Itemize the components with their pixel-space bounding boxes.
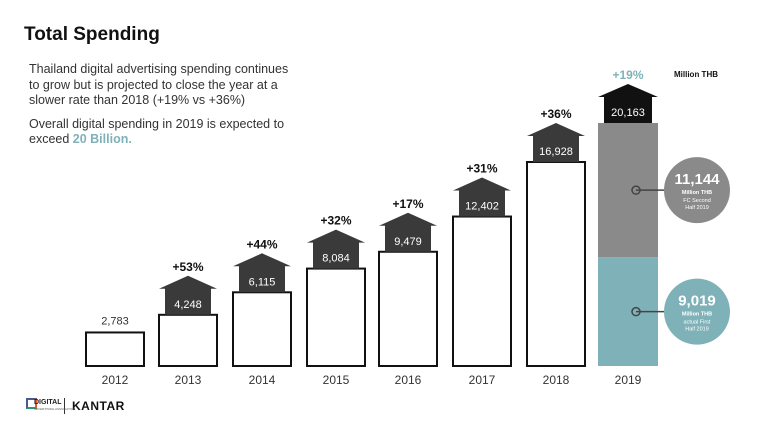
kantar-logo: KANTAR [72, 399, 125, 413]
callout-note-line2-second-half: Half 2019 [685, 205, 709, 211]
description-line2-text: Overall digital spending in 2019 is expe… [29, 116, 285, 147]
growth-arrow-2017 [453, 177, 511, 217]
x-tick-label-2012: 2012 [102, 373, 129, 387]
growth-arrow-2018 [527, 122, 585, 162]
daat-logo-text: DIGITAL [34, 399, 62, 406]
callout-note-line1-second-half: FC Second [683, 198, 711, 204]
callout-unit-second-half: Million THB [682, 190, 712, 196]
bar-2018 [526, 160, 586, 367]
description: Thailand digital advertising spending co… [29, 62, 289, 156]
description-line2: Overall digital spending in 2019 is expe… [29, 117, 289, 148]
data-label-2014: 6,115 [249, 276, 276, 288]
footer: DIGITAL ADVERTISING ASSOCIATION KANTAR [26, 398, 125, 414]
growth-label-2014: +44% [246, 237, 277, 251]
bar-2016 [378, 250, 438, 367]
growth-arrow-2013 [159, 275, 217, 315]
growth-arrow-2015 [307, 229, 365, 269]
description-line1: Thailand digital advertising spending co… [29, 62, 289, 107]
growth-label-2019: +19% [612, 68, 643, 82]
bar-2014 [232, 291, 292, 367]
bar-2013 [158, 313, 218, 367]
growth-label-2018: +36% [540, 107, 571, 121]
x-tick-label-2016: 2016 [395, 373, 422, 387]
growth-label-2015: +32% [320, 214, 351, 228]
growth-label-2016: +17% [392, 197, 423, 211]
data-label-2019: 20,163 [611, 107, 645, 119]
callout-circle-second-half [664, 157, 730, 224]
x-tick-label-2015: 2015 [323, 373, 350, 387]
growth-arrow-2019 [598, 84, 658, 123]
bar-2015 [306, 267, 366, 367]
data-label-2017: 12,402 [465, 201, 499, 213]
data-label-2013: 4,248 [174, 299, 202, 311]
callout-value-first-half: 9,019 [678, 293, 716, 310]
bar-2012 [85, 331, 145, 367]
callout-circle-first-half [664, 278, 730, 345]
callout-value-second-half: 11,144 [674, 171, 720, 188]
growth-arrow-2014 [233, 253, 291, 293]
callout-dot-first-half [631, 306, 641, 317]
bar-2017 [452, 215, 512, 367]
data-label-2012: 2,783 [101, 315, 129, 327]
daat-logo-subtext: ADVERTISING ASSOCIATION [34, 407, 76, 411]
footer-separator [64, 398, 65, 414]
data-label-2015: 8,084 [322, 253, 350, 265]
unit-label: Million THB [674, 70, 718, 79]
x-tick-label-2017: 2017 [469, 373, 496, 387]
callout-note-line2-first-half: Half 2019 [685, 327, 709, 333]
callout-dot-second-half [631, 185, 641, 195]
x-tick-label-2013: 2013 [175, 373, 202, 387]
growth-label-2017: +31% [466, 162, 497, 176]
page-title: Total Spending [24, 24, 160, 45]
callout-unit-first-half: Million THB [682, 312, 712, 318]
data-label-2016: 9,479 [394, 236, 422, 248]
growth-label-2013: +53% [172, 260, 203, 274]
daat-logo-mark [26, 398, 37, 409]
daat-logo: DIGITAL ADVERTISING ASSOCIATION [26, 398, 75, 414]
description-highlight: 20 Billion. [72, 132, 132, 146]
x-tick-label-2019: 2019 [615, 373, 642, 387]
x-tick-label-2014: 2014 [249, 373, 276, 387]
data-label-2018: 16,928 [539, 146, 573, 158]
x-tick-label-2018: 2018 [543, 373, 570, 387]
growth-arrow-2016 [379, 212, 437, 252]
callout-note-line1-first-half: actual First [684, 320, 711, 326]
